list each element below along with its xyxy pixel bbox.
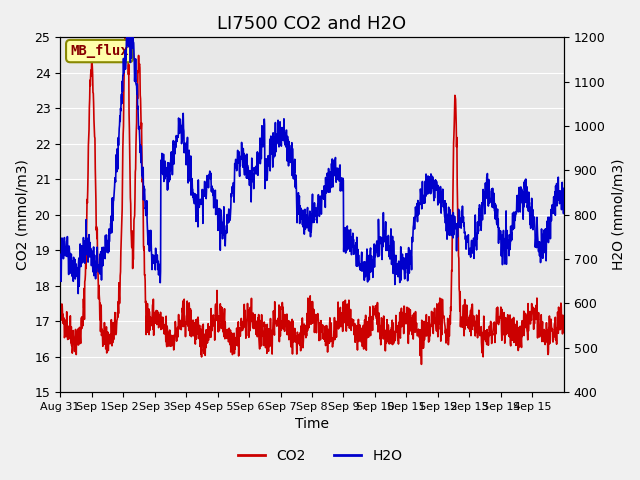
Title: LI7500 CO2 and H2O: LI7500 CO2 and H2O — [218, 15, 406, 33]
Legend: CO2, H2O: CO2, H2O — [232, 443, 408, 468]
Text: MB_flux: MB_flux — [70, 44, 129, 58]
Y-axis label: H2O (mmol/m3): H2O (mmol/m3) — [611, 159, 625, 270]
Y-axis label: CO2 (mmol/m3): CO2 (mmol/m3) — [15, 159, 29, 270]
X-axis label: Time: Time — [295, 418, 329, 432]
